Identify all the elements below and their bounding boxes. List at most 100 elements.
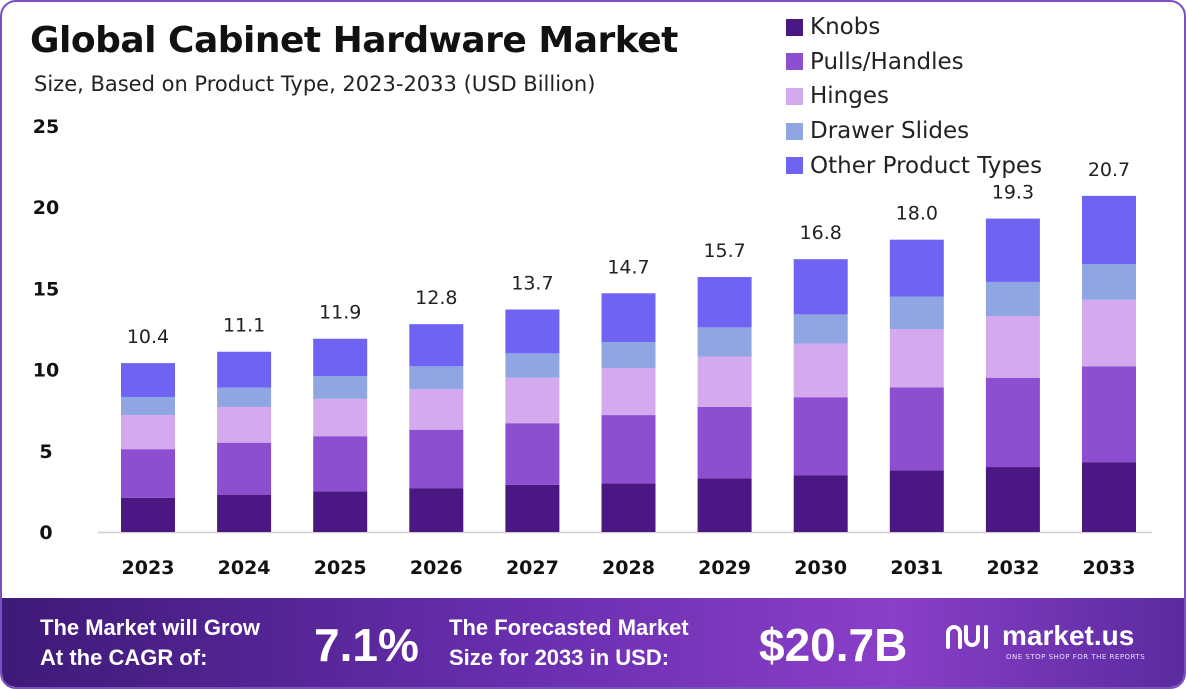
bar-total-label: 11.9 — [319, 302, 361, 324]
bar-segment — [409, 389, 464, 430]
bar-segment — [313, 398, 368, 437]
bar-segment — [601, 415, 656, 484]
y-tick-label: 20 — [33, 197, 59, 219]
legend-label: Hinges — [810, 83, 889, 110]
bar-segment — [697, 356, 752, 407]
bar-segment — [1082, 299, 1136, 367]
forecast-label: The Forecasted Market Size for 2033 in U… — [449, 615, 689, 670]
bar-segment — [1082, 462, 1136, 532]
bar-segment — [1082, 264, 1136, 300]
x-tick-label: 2029 — [698, 557, 751, 579]
y-tick-label: 10 — [33, 360, 59, 382]
bar-total-label: 18.0 — [896, 203, 938, 225]
bar-total-label: 10.4 — [127, 326, 169, 348]
legend-item: Other Product Types — [786, 148, 1042, 183]
bar-segment — [985, 377, 1040, 468]
bar-segment — [793, 259, 848, 315]
bar-segment — [409, 429, 464, 489]
x-tick-label: 2025 — [314, 557, 367, 579]
legend-label: Drawer Slides — [810, 118, 970, 145]
y-tick-label: 15 — [33, 278, 59, 300]
cagr-value: 7.1% — [314, 619, 419, 671]
brand-tagline: ONE STOP SHOP FOR THE REPORTS — [1006, 653, 1146, 661]
bar-total-label: 11.1 — [223, 315, 265, 337]
bar-segment — [793, 314, 848, 344]
bar-segment — [217, 387, 272, 407]
bar-total-label: 14.7 — [607, 256, 649, 278]
bar-segment — [697, 406, 752, 479]
x-tick-label: 2031 — [890, 557, 943, 579]
bar-segment — [697, 327, 752, 357]
bar-segment — [217, 442, 272, 495]
legend-item: Knobs — [786, 10, 1042, 45]
legend-swatch — [786, 18, 803, 36]
x-tick-label: 2030 — [794, 557, 847, 579]
brand-logo: market.us — [944, 620, 1134, 652]
bar-total-label: 16.8 — [800, 222, 842, 244]
bar-segment — [313, 436, 368, 492]
bar-segment — [313, 338, 368, 377]
bar-segment — [697, 277, 752, 328]
bar-segment — [217, 406, 272, 443]
forecast-value: $20.7B — [759, 619, 908, 671]
bar-segment — [505, 309, 560, 354]
bar-segment — [601, 293, 656, 342]
bar-total-label: 15.7 — [703, 240, 745, 262]
bar-segment — [217, 494, 272, 532]
x-tick-label: 2026 — [410, 557, 463, 579]
bar-total-label: 13.7 — [511, 273, 553, 295]
bar-segment — [793, 475, 848, 532]
legend-label: Knobs — [810, 14, 881, 41]
bar-segment — [985, 467, 1040, 532]
bar-segment — [505, 353, 560, 378]
bar-total-label: 20.7 — [1088, 159, 1130, 181]
bar-segment — [121, 449, 175, 498]
bar-segment — [121, 363, 175, 398]
brand-name: market.us — [1002, 620, 1135, 651]
y-tick-label: 0 — [39, 522, 52, 544]
bar-segment — [409, 366, 464, 390]
bar-segment — [505, 484, 560, 532]
stacked-bar-chart: 051015202510.4202311.1202411.9202512.820… — [33, 116, 1152, 579]
bar-segment — [313, 491, 368, 532]
legend-item: Pulls/Handles — [786, 45, 1042, 80]
bar-segment — [985, 281, 1040, 317]
bar-segment — [1082, 366, 1136, 463]
bar-segment — [1082, 195, 1136, 265]
legend-swatch — [786, 53, 803, 71]
x-tick-label: 2033 — [1083, 557, 1136, 579]
chart-subtitle: Size, Based on Product Type, 2023-2033 (… — [34, 72, 596, 96]
legend-item: Hinges — [786, 79, 1042, 114]
bar-segment — [505, 377, 560, 424]
x-tick-label: 2027 — [506, 557, 559, 579]
bar-segment — [313, 376, 368, 399]
bar-segment — [505, 423, 560, 485]
legend-swatch — [786, 157, 803, 175]
bar-segment — [121, 497, 175, 532]
bar-segment — [409, 324, 464, 367]
bar-segment — [217, 351, 272, 388]
x-tick-label: 2024 — [218, 557, 271, 579]
x-tick-label: 2032 — [986, 557, 1039, 579]
x-tick-label: 2028 — [602, 557, 655, 579]
legend-label: Pulls/Handles — [810, 48, 964, 75]
bar-segment — [121, 415, 175, 450]
bar-segment — [601, 341, 656, 368]
bar-segment — [889, 470, 944, 532]
bar-total-label: 12.8 — [415, 287, 457, 309]
bar-segment — [793, 397, 848, 476]
x-tick-label: 2023 — [122, 557, 175, 579]
bar-segment — [985, 218, 1040, 282]
summary-banner: The Market will Grow At the CAGR of: 7.1… — [2, 598, 1184, 687]
y-tick-label: 5 — [39, 441, 52, 463]
bar-segment — [889, 239, 944, 297]
chart-legend: Knobs Pulls/Handles Hinges Drawer Slides Oth… — [786, 10, 1042, 183]
bar-segment — [889, 296, 944, 329]
bar-segment — [889, 387, 944, 471]
bar-segment — [889, 329, 944, 388]
legend-swatch — [786, 122, 803, 140]
chart-title: Global Cabinet Hardware Market — [30, 20, 678, 61]
legend-swatch — [786, 87, 803, 105]
bar-segment — [121, 397, 175, 416]
